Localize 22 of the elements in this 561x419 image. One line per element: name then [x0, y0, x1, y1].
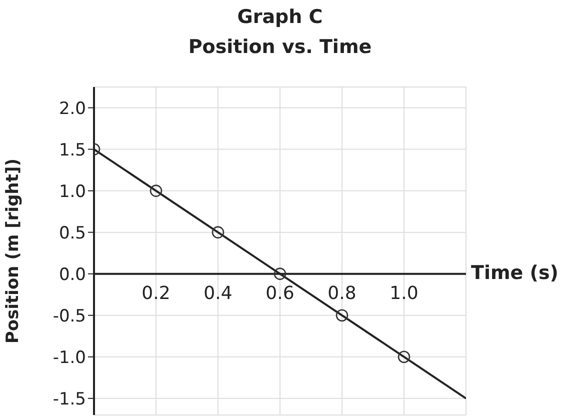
x-tick-label: 0.8 — [328, 282, 356, 304]
y-tick-label: -0.5 — [52, 306, 86, 326]
y-tick-label: 2.0 — [58, 98, 86, 119]
point — [212, 226, 224, 238]
x-tick-label: 0.2 — [142, 282, 170, 304]
chart-subtitle: Position vs. Time — [187, 36, 373, 58]
x-axis-title: Time (s) — [471, 262, 558, 284]
y-tick-label: -1.5 — [52, 389, 86, 410]
x-tick-label: 1.0 — [390, 282, 418, 304]
point — [398, 350, 410, 364]
y-tick-label: 0.0 — [58, 264, 86, 285]
x-tick-label: 0.4 — [204, 282, 232, 304]
point — [336, 309, 348, 322]
y-axis-title: Position (m [right]) — [3, 158, 24, 344]
x-tick-label: 0.6 — [266, 282, 294, 304]
y-tick-label: 1.0 — [58, 182, 86, 202]
point — [150, 184, 162, 197]
y-tick-label: 0.5 — [58, 223, 86, 244]
y-tick-label: 1.5 — [58, 140, 86, 160]
point — [274, 268, 286, 280]
y-tick-label: -1.0 — [52, 348, 86, 368]
chart-title: Graph C — [236, 6, 324, 28]
